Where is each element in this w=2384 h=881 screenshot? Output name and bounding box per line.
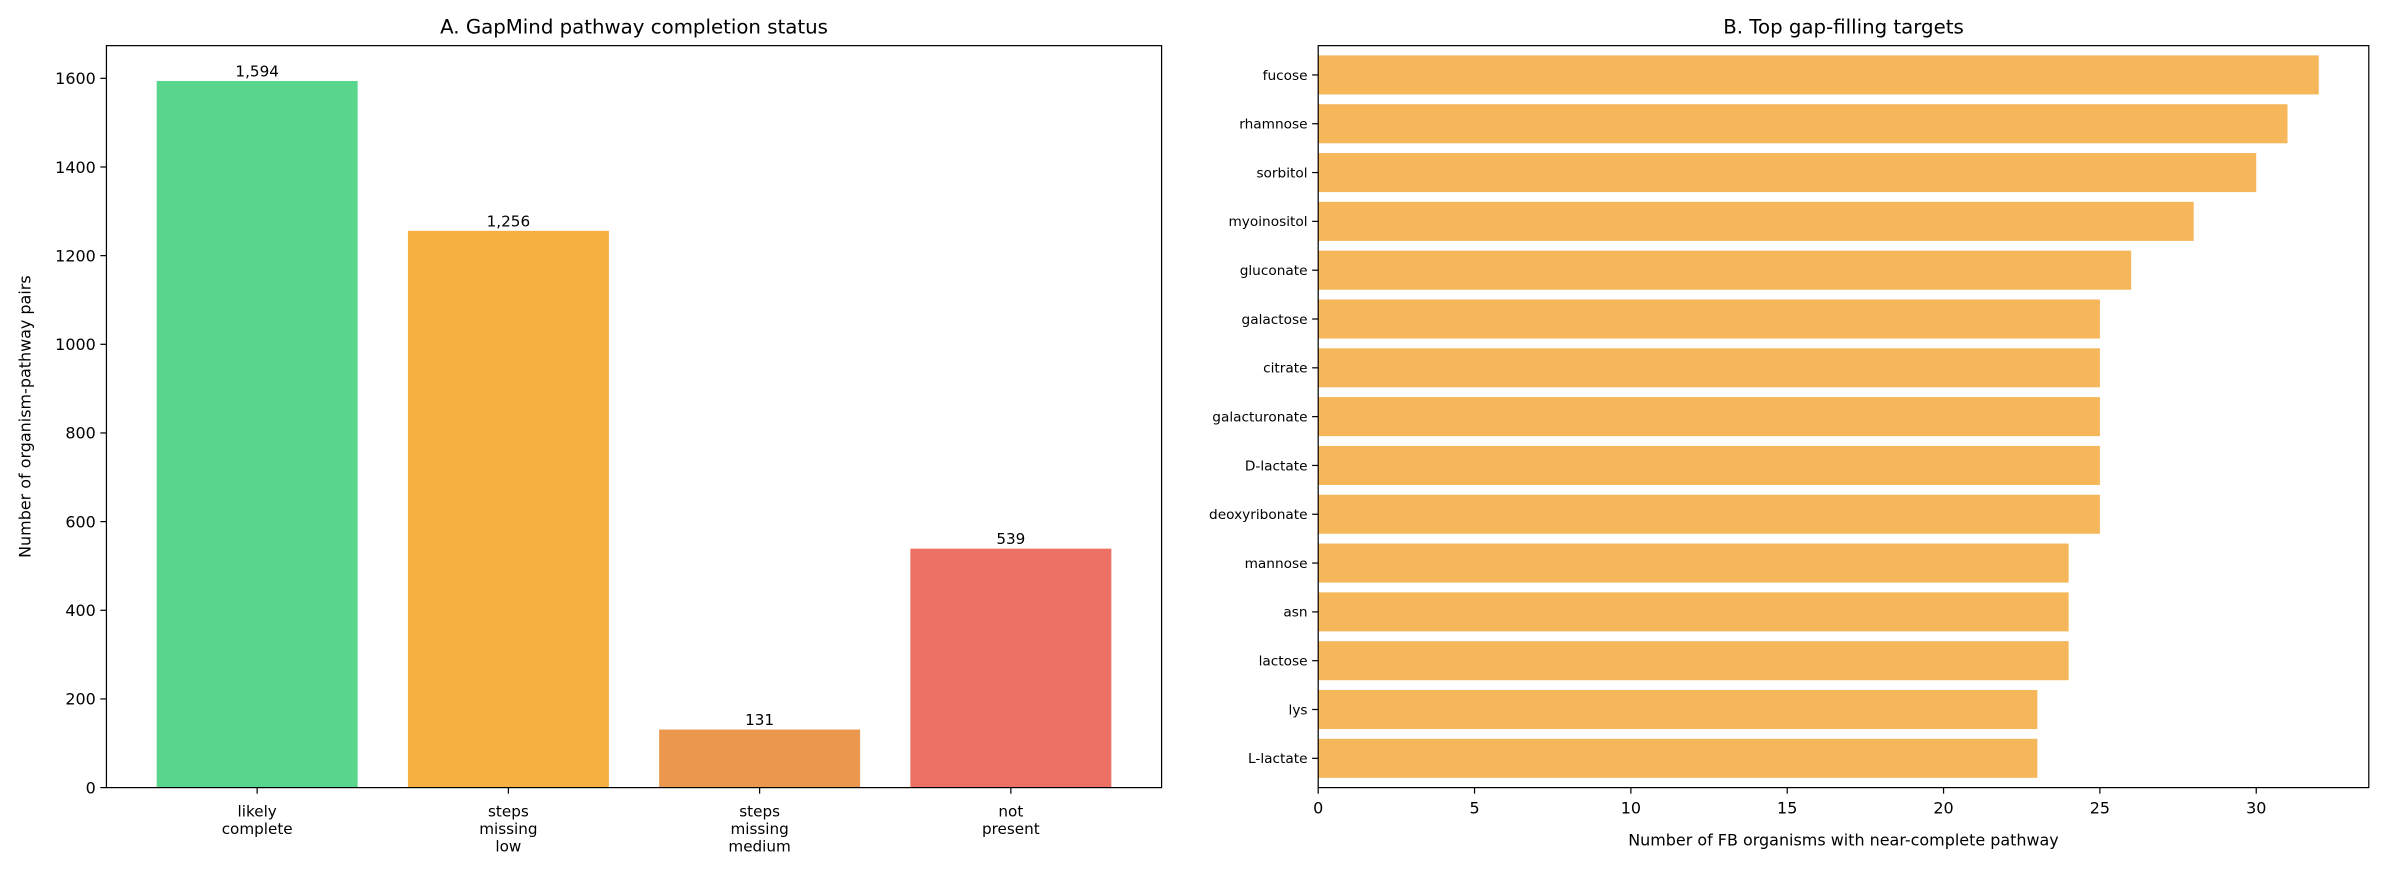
x-tick-label: 10	[1621, 798, 1641, 817]
x-tick-label: 5	[1469, 798, 1479, 817]
y-tick-label: galactose	[1242, 312, 1308, 328]
x-tick-label: 25	[2090, 798, 2110, 817]
y-tick-label: galacturonate	[1212, 409, 1307, 425]
x-tick-label: 20	[1933, 798, 1953, 817]
bar	[1318, 689, 2038, 730]
bar	[1318, 104, 2288, 144]
bar	[659, 729, 861, 788]
y-tick-label: citrate	[1263, 361, 1307, 377]
bar	[1318, 494, 2100, 534]
bar	[1318, 445, 2100, 485]
y-tick-label: 1400	[55, 158, 96, 177]
x-tick-label: 30	[2246, 798, 2266, 817]
y-tick-label: gluconate	[1240, 263, 1308, 279]
value-label: 539	[996, 530, 1025, 548]
bar	[1318, 641, 2069, 681]
y-tick-label: lys	[1289, 702, 1308, 718]
x-tick-label: likely complete	[222, 802, 293, 837]
y-tick-label: lactose	[1259, 654, 1308, 670]
bar	[1318, 299, 2100, 339]
x-tick-label: steps missing medium	[728, 802, 790, 855]
x-tick-label: 0	[1313, 798, 1323, 817]
y-tick-label: L-lactate	[1248, 751, 1308, 767]
y-tick-label: fucose	[1263, 68, 1308, 84]
y-tick-label: asn	[1283, 605, 1307, 621]
bar	[910, 548, 1112, 788]
bar	[1318, 397, 2100, 437]
y-tick-label: deoxyribonate	[1209, 507, 1308, 523]
axes-frame	[1317, 45, 2370, 789]
value-label: 1,594	[235, 62, 278, 80]
value-label: 1,256	[487, 212, 530, 230]
axes-frame	[105, 45, 1163, 789]
x-tick-label: not present	[982, 802, 1040, 837]
y-tick-label: 1600	[55, 69, 96, 88]
chart-title: B. Top gap-filling targets	[1723, 15, 1964, 38]
bar	[1318, 543, 2069, 583]
x-tick-label: steps missing low	[479, 802, 537, 855]
y-tick-label: rhamnose	[1239, 117, 1307, 133]
x-tick-label: 15	[1777, 798, 1797, 817]
x-axis-label: Number of FB organisms with near-complet…	[1628, 830, 2059, 849]
bar	[1318, 738, 2038, 778]
y-tick-label: 600	[65, 512, 95, 531]
bar	[1318, 348, 2100, 388]
y-tick-label: D-lactate	[1245, 458, 1308, 474]
bar	[1318, 55, 2319, 95]
bar	[1318, 250, 2132, 290]
y-tick-label: sorbitol	[1256, 165, 1307, 181]
y-tick-label: 0	[86, 778, 96, 797]
bar	[1318, 592, 2069, 632]
y-tick-label: 1000	[55, 335, 96, 354]
y-tick-label: mannose	[1245, 556, 1308, 572]
value-label: 131	[745, 711, 774, 729]
bar	[1318, 153, 2257, 193]
y-tick-label: myoinositol	[1228, 214, 1307, 230]
bar	[156, 80, 358, 788]
chart-title: A. GapMind pathway completion status	[440, 15, 828, 38]
y-tick-label: 800	[65, 424, 95, 443]
y-axis-label: Number of organism-pathway pairs	[15, 275, 34, 558]
bar	[1318, 201, 2194, 241]
y-tick-label: 400	[65, 601, 95, 620]
bar	[407, 230, 609, 788]
y-tick-label: 1200	[55, 246, 96, 265]
y-tick-label: 200	[65, 690, 95, 709]
